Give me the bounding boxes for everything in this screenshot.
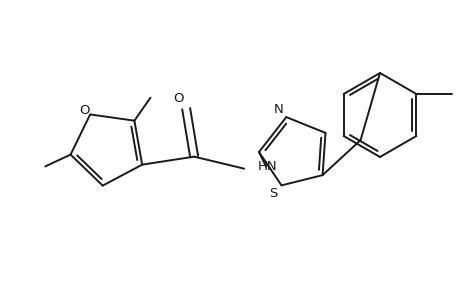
Text: O: O (173, 92, 183, 105)
Text: HN: HN (257, 160, 277, 173)
Text: O: O (79, 104, 89, 117)
Text: N: N (273, 103, 283, 116)
Text: S: S (269, 187, 277, 200)
